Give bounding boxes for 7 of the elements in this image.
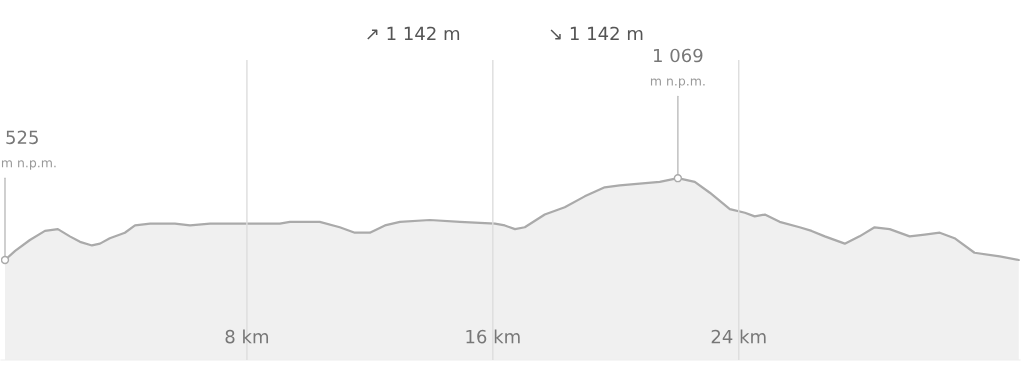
x-tick-label: 24 km [711,329,766,344]
annotation: 525 m n.p.m. [1,130,56,170]
annotation: 1 069 m n.p.m. [650,48,705,89]
x-tick-label: 16 km [466,329,520,344]
x-tick-label: 8 km [225,329,269,344]
chart-title: ↗ 1 142 m [367,26,460,41]
chart-subtitle: ↘ 1 142 m [550,26,643,41]
